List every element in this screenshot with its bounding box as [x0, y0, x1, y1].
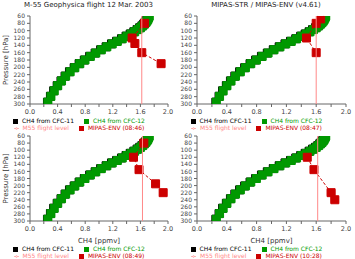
svg-text:0.8: 0.8 [251, 108, 261, 116]
svg-text:2.0: 2.0 [163, 108, 173, 116]
svg-text:0.0: 0.0 [192, 108, 202, 116]
svg-text:1.2: 1.2 [281, 225, 291, 233]
svg-text:80: 80 [184, 139, 192, 146]
svg-text:0.0: 0.0 [25, 108, 35, 116]
svg-text:180: 180 [14, 56, 26, 63]
svg-text:260: 260 [14, 203, 26, 210]
svg-text:60: 60 [17, 12, 25, 19]
svg-text:220: 220 [181, 71, 193, 78]
svg-text:80: 80 [184, 19, 192, 26]
svg-text:220: 220 [14, 71, 26, 78]
svg-text:300: 300 [14, 217, 26, 224]
html-text:MIPAS-ENV (10:28): MIPAS-ENV (10:28) [265, 252, 322, 259]
html-text:CH4 from CFC-12: CH4 from CFC-12 [93, 245, 145, 252]
svg-text:100: 100 [14, 27, 26, 34]
svg-text:1.6: 1.6 [311, 108, 321, 116]
html-text:M55 flight level: M55 flight level [200, 252, 247, 259]
svg-text:180: 180 [14, 175, 26, 182]
svg-text:0.0: 0.0 [192, 225, 202, 233]
svg-text:180: 180 [181, 175, 193, 182]
svg-text:200: 200 [181, 182, 193, 189]
svg-text:80: 80 [17, 139, 25, 146]
svg-text:120: 120 [14, 153, 26, 160]
svg-text:160: 160 [181, 49, 193, 56]
html-text:MIPAS-ENV (08:49): MIPAS-ENV (08:49) [87, 252, 145, 259]
html-text:CH4 from CFC-11: CH4 from CFC-11 [199, 117, 252, 124]
svg-text:240: 240 [14, 78, 26, 85]
svg-text:0.0: 0.0 [25, 225, 35, 233]
svg-text:1.2: 1.2 [108, 225, 118, 233]
svg-text:2.0: 2.0 [341, 108, 347, 116]
html-text:CH4 from CFC-12: CH4 from CFC-12 [270, 117, 323, 124]
svg-text:80: 80 [17, 19, 25, 26]
html-text:CH4 from CFC-12: CH4 from CFC-12 [93, 117, 145, 124]
svg-text:100: 100 [181, 146, 193, 153]
svg-text:280: 280 [181, 93, 193, 100]
svg-text:260: 260 [181, 203, 193, 210]
html-text:CH4 from CFC-11: CH4 from CFC-11 [22, 245, 74, 252]
svg-text:240: 240 [14, 196, 26, 203]
svg-text:280: 280 [181, 210, 193, 217]
svg-text:0.4: 0.4 [222, 225, 232, 233]
html-text:M55 flight level: M55 flight level [200, 124, 247, 131]
svg-text:CH4 [ppmv]: CH4 [ppmv] [250, 237, 292, 245]
svg-text:100: 100 [14, 146, 26, 153]
svg-text:0.8: 0.8 [80, 108, 90, 116]
html-text:MIPAS-ENV (08:47): MIPAS-ENV (08:47) [265, 124, 322, 131]
svg-text:0.4: 0.4 [52, 108, 62, 116]
svg-text:300: 300 [14, 100, 26, 107]
svg-text:100: 100 [181, 27, 193, 34]
svg-text:220: 220 [181, 189, 193, 196]
svg-text:140: 140 [181, 41, 193, 48]
svg-text:0.8: 0.8 [251, 225, 261, 233]
svg-text:1.2: 1.2 [108, 108, 118, 116]
svg-text:260: 260 [14, 85, 26, 92]
svg-text:280: 280 [14, 210, 26, 217]
html-text:MIPAS-ENV (08:46): MIPAS-ENV (08:46) [87, 124, 145, 131]
html-text:CH4 from CFC-11: CH4 from CFC-11 [199, 245, 252, 252]
svg-text:300: 300 [181, 217, 193, 224]
svg-text:0.4: 0.4 [222, 108, 232, 116]
svg-text:2.0: 2.0 [341, 225, 347, 233]
svg-text:1.6: 1.6 [135, 225, 145, 233]
svg-text:120: 120 [181, 34, 193, 41]
svg-text:260: 260 [181, 85, 193, 92]
svg-text:160: 160 [181, 168, 193, 175]
svg-text:160: 160 [14, 49, 26, 56]
svg-text:220: 220 [14, 189, 26, 196]
html-text:M55 flight level: M55 flight level [22, 252, 69, 259]
svg-text:140: 140 [14, 41, 26, 48]
svg-text:60: 60 [184, 132, 192, 139]
svg-text:60: 60 [184, 12, 192, 19]
html-text:MIPAS-STR / MIPAS-ENV (v4.61): MIPAS-STR / MIPAS-ENV (v4.61) [211, 1, 321, 9]
svg-text:0.8: 0.8 [80, 225, 90, 233]
html-text:CH4 from CFC-11: CH4 from CFC-11 [22, 117, 74, 124]
svg-text:60: 60 [17, 132, 25, 139]
svg-text:200: 200 [181, 63, 193, 70]
svg-text:1.2: 1.2 [281, 108, 291, 116]
svg-text:Pressure [hPa]: Pressure [hPa] [8, 153, 10, 203]
svg-text:140: 140 [181, 160, 193, 167]
svg-text:140: 140 [14, 160, 26, 167]
svg-text:2.0: 2.0 [163, 225, 173, 233]
html-text:M55 flight level: M55 flight level [22, 124, 69, 131]
svg-text:200: 200 [14, 182, 26, 189]
svg-text:240: 240 [181, 78, 193, 85]
svg-text:180: 180 [181, 56, 193, 63]
svg-text:1.6: 1.6 [135, 108, 145, 116]
svg-text:Pressure [hPa]: Pressure [hPa] [8, 35, 10, 85]
svg-text:120: 120 [181, 153, 193, 160]
svg-text:160: 160 [14, 168, 26, 175]
svg-text:200: 200 [14, 63, 26, 70]
svg-text:120: 120 [14, 34, 26, 41]
svg-text:300: 300 [181, 100, 193, 107]
svg-text:240: 240 [181, 196, 193, 203]
svg-text:CH4 [ppmv]: CH4 [ppmv] [78, 237, 120, 245]
svg-text:1.6: 1.6 [311, 225, 321, 233]
svg-text:280: 280 [14, 93, 26, 100]
svg-text:0.4: 0.4 [52, 225, 62, 233]
html-text:CH4 from CFC-12: CH4 from CFC-12 [270, 245, 323, 252]
html-text:M-55 Geophysica flight 12 Mar.: M-55 Geophysica flight 12 Mar. 2003 [24, 1, 153, 9]
